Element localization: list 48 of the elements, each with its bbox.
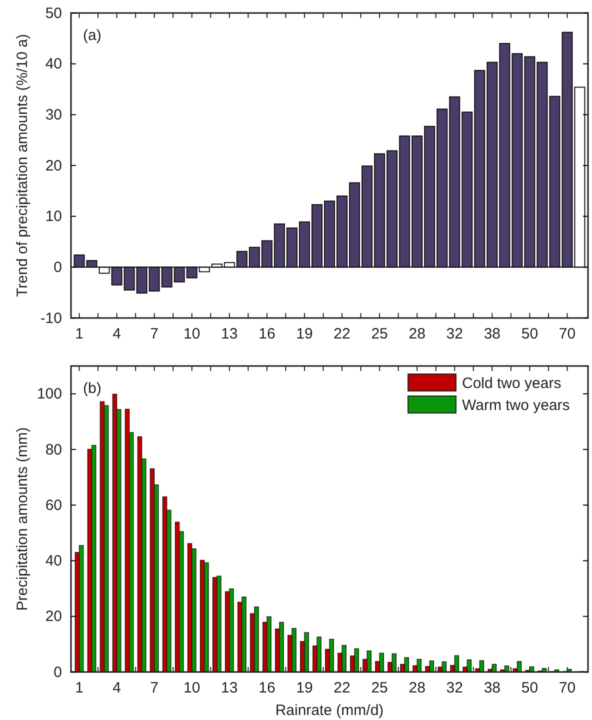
- x-tick-label: 19: [296, 326, 313, 343]
- x-tick-label: 28: [408, 326, 426, 343]
- y-axis-title: Trend of precipitation amounts (%/10 a): [14, 34, 31, 297]
- x-tick-label: 22: [334, 680, 350, 697]
- x-tick-label: 50: [521, 326, 538, 343]
- y-tick-label: 10: [45, 208, 62, 226]
- x-tick-label: 4: [112, 326, 121, 343]
- x-tick-label: 32: [446, 680, 463, 697]
- x-tick-label: 1: [75, 326, 84, 343]
- y-tick-label: 0: [54, 258, 62, 276]
- x-tick-label: 13: [221, 680, 238, 697]
- annotation: (a): [83, 27, 102, 44]
- y-tick-label: 20: [45, 608, 62, 626]
- legend-label: Warm two years: [462, 397, 570, 414]
- y-tick-label: 20: [45, 157, 62, 174]
- x-axis-title: Rainrate (mm/d): [275, 702, 384, 719]
- x-tick-label: 70: [558, 680, 576, 697]
- x-tick-label: 38: [484, 326, 500, 343]
- legend-label: Cold two years: [462, 375, 562, 392]
- y-tick-label: 100: [36, 386, 62, 403]
- x-tick-label: 10: [184, 326, 200, 343]
- x-tick-label: 32: [446, 326, 463, 343]
- y-tick-label: -10: [40, 310, 62, 327]
- x-tick-label: 70: [558, 326, 576, 343]
- x-tick-label: 50: [521, 680, 538, 697]
- x-tick-label: 38: [484, 680, 500, 697]
- x-tick-label: 7: [150, 326, 158, 343]
- y-axis-title: Precipitation amounts (mm): [14, 427, 31, 611]
- y-tick-label: 80: [45, 441, 62, 458]
- y-tick-label: 40: [45, 56, 62, 73]
- x-tick-label: 22: [334, 326, 350, 343]
- annotation: (b): [83, 380, 102, 397]
- x-tick-label: 28: [408, 680, 426, 697]
- x-tick-label: 16: [258, 680, 276, 697]
- x-tick-label: 19: [296, 680, 313, 697]
- y-tick-label: 0: [54, 664, 62, 681]
- x-tick-label: 10: [184, 680, 200, 697]
- y-tick-label: 60: [45, 496, 62, 514]
- y-tick-label: 40: [45, 552, 62, 570]
- x-tick-label: 25: [371, 680, 388, 697]
- y-tick-label: 30: [45, 106, 62, 124]
- x-tick-label: 16: [258, 326, 276, 343]
- y-tick-label: 50: [45, 4, 62, 22]
- x-tick-label: 4: [112, 680, 121, 697]
- x-tick-label: 25: [371, 326, 388, 343]
- x-tick-label: 13: [221, 326, 238, 343]
- x-tick-label: 1: [75, 680, 84, 697]
- x-tick-label: 7: [150, 680, 158, 697]
